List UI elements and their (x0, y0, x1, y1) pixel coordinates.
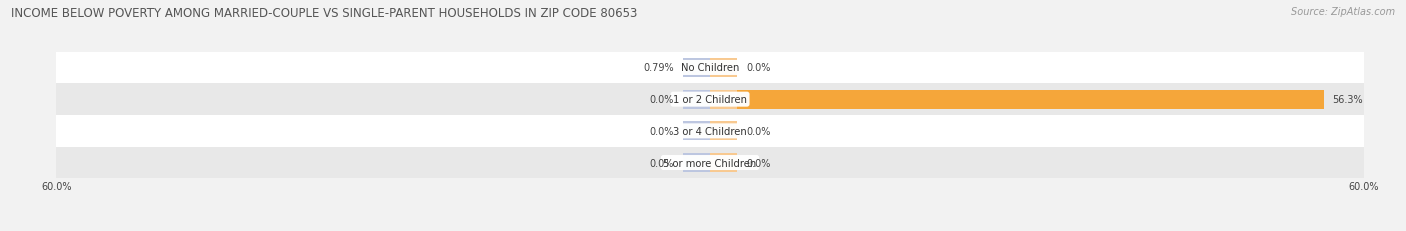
Text: 3 or 4 Children: 3 or 4 Children (673, 126, 747, 136)
Text: 0.0%: 0.0% (747, 126, 770, 136)
Bar (710, 90, 737, 109)
Bar (683, 122, 710, 141)
Text: No Children: No Children (681, 63, 740, 73)
Bar (710, 153, 737, 172)
Text: 0.0%: 0.0% (650, 126, 673, 136)
Bar (56, 84, 1364, 116)
Bar (710, 122, 737, 141)
Bar (56, 147, 1364, 179)
Bar (710, 90, 1323, 109)
Bar (56, 116, 1364, 147)
Text: INCOME BELOW POVERTY AMONG MARRIED-COUPLE VS SINGLE-PARENT HOUSEHOLDS IN ZIP COD: INCOME BELOW POVERTY AMONG MARRIED-COUPL… (11, 7, 638, 20)
Text: 56.3%: 56.3% (1333, 95, 1362, 105)
Text: 5 or more Children: 5 or more Children (664, 158, 756, 168)
Text: 0.0%: 0.0% (747, 63, 770, 73)
Bar (683, 90, 710, 109)
Text: 1 or 2 Children: 1 or 2 Children (673, 95, 747, 105)
Text: 0.79%: 0.79% (644, 63, 673, 73)
Bar (710, 59, 737, 78)
Text: 0.0%: 0.0% (650, 95, 673, 105)
Text: 0.0%: 0.0% (747, 158, 770, 168)
Bar (56, 52, 1364, 84)
Bar (683, 59, 710, 78)
Bar (702, 59, 710, 78)
Text: 0.0%: 0.0% (650, 158, 673, 168)
Bar (683, 153, 710, 172)
Text: Source: ZipAtlas.com: Source: ZipAtlas.com (1291, 7, 1395, 17)
